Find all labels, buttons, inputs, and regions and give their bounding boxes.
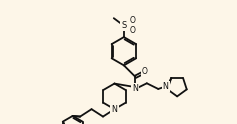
Text: N: N	[163, 82, 169, 91]
Text: O: O	[129, 26, 135, 35]
Text: O: O	[142, 67, 148, 76]
Text: N: N	[132, 84, 138, 93]
Text: S: S	[121, 21, 127, 30]
Text: O: O	[129, 16, 135, 25]
Text: N: N	[112, 105, 117, 114]
